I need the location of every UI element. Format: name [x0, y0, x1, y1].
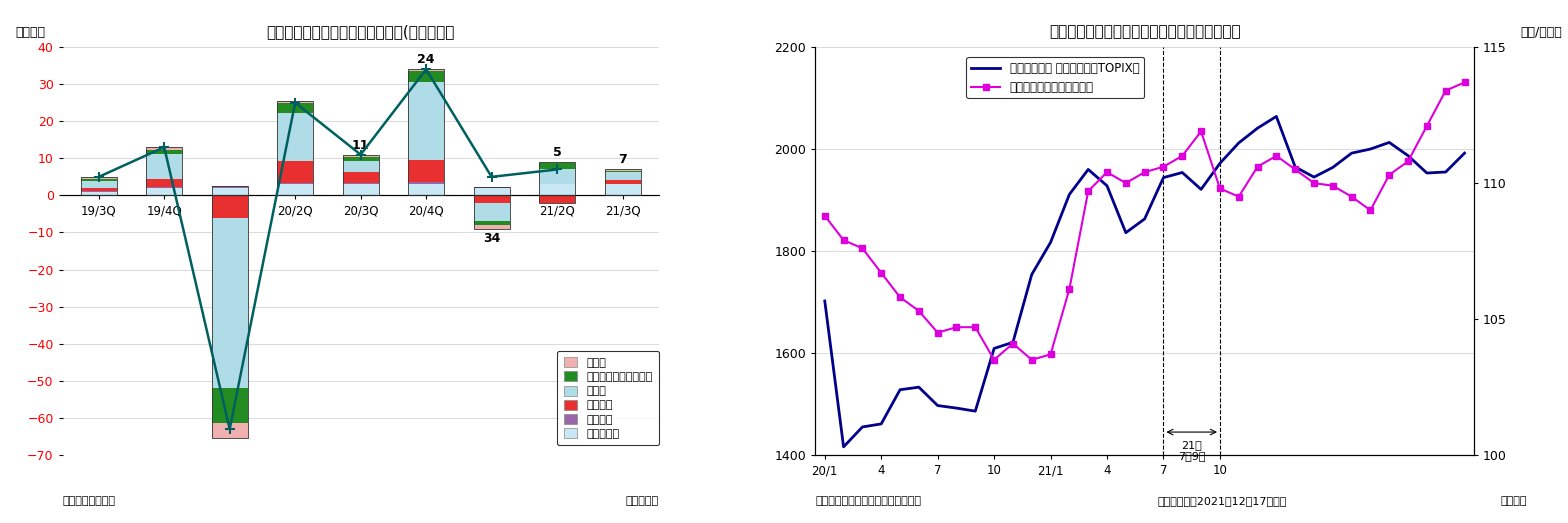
Bar: [474, 203, 510, 221]
Bar: [539, 196, 575, 203]
Bar: [80, 180, 116, 188]
Bar: [474, 225, 510, 229]
Text: 21年
7－9月: 21年 7－9月: [1178, 440, 1206, 461]
Bar: [343, 155, 378, 196]
Bar: [80, 179, 116, 180]
Bar: [539, 162, 575, 163]
Bar: [146, 147, 182, 196]
Bar: [408, 183, 444, 184]
Bar: [80, 191, 116, 192]
Bar: [408, 71, 444, 82]
Bar: [278, 101, 314, 196]
Bar: [80, 177, 116, 196]
Bar: [408, 69, 444, 196]
Bar: [343, 157, 378, 161]
Bar: [474, 196, 510, 229]
Bar: [343, 184, 378, 196]
Text: 24: 24: [417, 53, 434, 65]
Bar: [278, 184, 314, 196]
Bar: [278, 113, 314, 161]
Bar: [605, 169, 641, 170]
Text: （四半期）: （四半期）: [626, 496, 659, 506]
Legend: その他, 保険・年金・定額保証, 株式等, 投資信託, 債務証券, 現金・預金: その他, 保険・年金・定額保証, 株式等, 投資信託, 債務証券, 現金・預金: [557, 351, 659, 446]
Bar: [343, 161, 378, 172]
Bar: [80, 177, 116, 179]
Text: （注）直近は2021年12月17日時点: （注）直近は2021年12月17日時点: [1157, 496, 1287, 506]
Bar: [474, 221, 510, 225]
Bar: [343, 183, 378, 184]
Bar: [146, 188, 182, 196]
Text: （資料）日本銀行: （資料）日本銀行: [63, 496, 116, 506]
Text: 34: 34: [483, 232, 500, 245]
Bar: [605, 173, 641, 180]
Bar: [212, 196, 248, 218]
Text: （兆円）: （兆円）: [16, 26, 45, 39]
Bar: [474, 187, 510, 188]
Bar: [146, 150, 182, 154]
Text: 7: 7: [618, 153, 627, 166]
Bar: [408, 160, 444, 183]
Bar: [605, 169, 641, 196]
Legend: 東証株価指数 第一部総合（TOPIX）, ドル円レート（右メモリ）: 東証株価指数 第一部総合（TOPIX）, ドル円レート（右メモリ）: [966, 57, 1145, 98]
Text: （資料）日本銀行、東京証券取引所: （資料）日本銀行、東京証券取引所: [815, 496, 922, 506]
Title: （図表４）　株価と円相場の推移（月次終値）: （図表４） 株価と円相場の推移（月次終値）: [1049, 24, 1240, 39]
Bar: [146, 179, 182, 187]
Bar: [80, 188, 116, 191]
Bar: [212, 186, 248, 188]
Bar: [539, 163, 575, 169]
Bar: [212, 186, 248, 196]
Title: （図表３）　家計の金融資産残高(時価変動）: （図表３） 家計の金融資産残高(時価変動）: [267, 24, 455, 39]
Text: 5: 5: [552, 146, 561, 159]
Bar: [474, 196, 510, 203]
Bar: [539, 162, 575, 196]
Bar: [605, 180, 641, 184]
Text: 11: 11: [351, 139, 370, 152]
Bar: [212, 188, 248, 196]
Bar: [539, 169, 575, 184]
Bar: [278, 101, 314, 104]
Bar: [343, 172, 378, 183]
Bar: [408, 82, 444, 160]
Bar: [146, 147, 182, 150]
Bar: [408, 69, 444, 71]
Bar: [278, 161, 314, 183]
Bar: [343, 155, 378, 157]
Bar: [212, 218, 248, 388]
Bar: [146, 187, 182, 188]
Bar: [278, 104, 314, 113]
Bar: [605, 170, 641, 173]
Bar: [539, 184, 575, 196]
Bar: [278, 183, 314, 184]
Bar: [408, 184, 444, 196]
Bar: [212, 388, 248, 424]
Bar: [146, 154, 182, 179]
Bar: [474, 188, 510, 196]
Bar: [539, 196, 575, 203]
Bar: [212, 424, 248, 438]
Bar: [212, 196, 248, 438]
Bar: [80, 192, 116, 196]
Bar: [474, 187, 510, 196]
Text: （年月）: （年月）: [1501, 496, 1527, 506]
Bar: [605, 184, 641, 196]
Text: （円/ドル）: （円/ドル）: [1519, 26, 1562, 39]
